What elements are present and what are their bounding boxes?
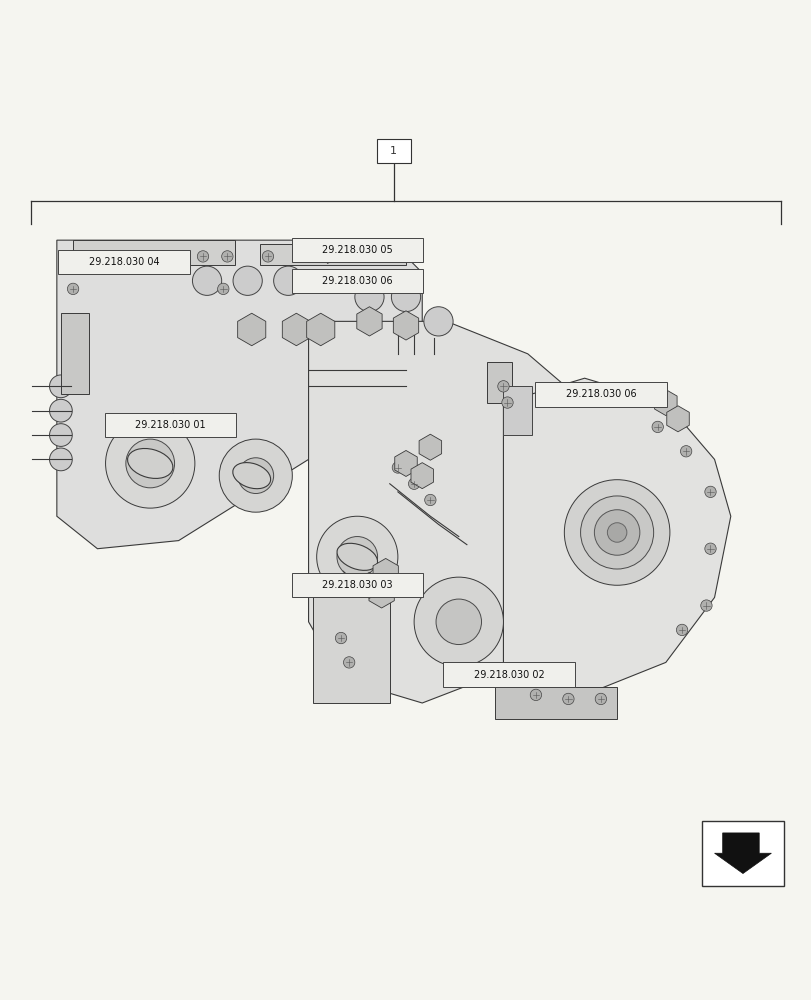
Polygon shape: [410, 463, 433, 489]
Polygon shape: [372, 558, 398, 588]
FancyBboxPatch shape: [291, 238, 423, 262]
Polygon shape: [418, 434, 441, 460]
Text: 29.218.030 06: 29.218.030 06: [565, 389, 635, 399]
FancyBboxPatch shape: [376, 139, 410, 163]
Circle shape: [343, 657, 354, 668]
FancyBboxPatch shape: [58, 250, 190, 274]
Circle shape: [607, 523, 626, 542]
Circle shape: [233, 266, 262, 295]
Circle shape: [105, 419, 195, 508]
Circle shape: [343, 251, 354, 262]
Circle shape: [197, 251, 208, 262]
Circle shape: [49, 448, 72, 471]
Circle shape: [49, 424, 72, 446]
Polygon shape: [57, 240, 422, 549]
Circle shape: [700, 600, 711, 611]
Ellipse shape: [127, 448, 173, 478]
Polygon shape: [358, 572, 380, 598]
Bar: [260, 244, 406, 265]
Text: 29.218.030 05: 29.218.030 05: [321, 245, 393, 255]
Circle shape: [501, 397, 513, 408]
Circle shape: [564, 480, 669, 585]
Circle shape: [273, 266, 303, 295]
Text: 29.218.030 06: 29.218.030 06: [322, 276, 392, 286]
Circle shape: [562, 693, 573, 705]
Text: 29.218.030 01: 29.218.030 01: [135, 420, 205, 430]
Circle shape: [116, 251, 127, 262]
Circle shape: [400, 251, 411, 262]
Circle shape: [238, 458, 273, 494]
Polygon shape: [714, 833, 770, 874]
Polygon shape: [654, 390, 676, 416]
Polygon shape: [503, 378, 730, 695]
Circle shape: [49, 399, 72, 422]
Polygon shape: [282, 313, 310, 346]
Circle shape: [423, 307, 453, 336]
FancyBboxPatch shape: [534, 382, 666, 407]
Polygon shape: [308, 321, 584, 703]
Text: 1: 1: [390, 146, 397, 156]
Ellipse shape: [337, 543, 377, 570]
FancyBboxPatch shape: [443, 662, 574, 687]
Ellipse shape: [233, 463, 270, 489]
Circle shape: [391, 282, 420, 312]
Circle shape: [367, 251, 379, 262]
Circle shape: [67, 283, 79, 295]
Circle shape: [392, 462, 403, 473]
Circle shape: [217, 283, 229, 295]
Circle shape: [354, 282, 384, 312]
Circle shape: [530, 689, 541, 701]
Circle shape: [414, 577, 503, 666]
Polygon shape: [238, 313, 265, 346]
Circle shape: [497, 381, 508, 392]
Circle shape: [337, 537, 377, 577]
Bar: [312, 597, 389, 703]
Bar: [73, 240, 235, 265]
Circle shape: [49, 375, 72, 398]
Circle shape: [303, 251, 314, 262]
Circle shape: [594, 510, 639, 555]
Circle shape: [680, 446, 691, 457]
Circle shape: [408, 478, 419, 489]
Circle shape: [335, 632, 346, 644]
Text: 29.218.030 02: 29.218.030 02: [473, 670, 544, 680]
Polygon shape: [393, 311, 418, 340]
Polygon shape: [666, 406, 689, 432]
Text: 29.218.030 03: 29.218.030 03: [322, 580, 392, 590]
Bar: [495, 687, 616, 719]
Circle shape: [126, 439, 174, 488]
Circle shape: [676, 624, 687, 636]
Polygon shape: [394, 450, 417, 476]
Circle shape: [219, 439, 292, 512]
Circle shape: [436, 599, 481, 645]
FancyBboxPatch shape: [291, 269, 423, 293]
Circle shape: [651, 421, 663, 433]
Polygon shape: [368, 579, 394, 608]
Circle shape: [704, 543, 715, 554]
Polygon shape: [356, 307, 382, 336]
Circle shape: [221, 251, 233, 262]
FancyBboxPatch shape: [105, 413, 236, 437]
Bar: [702, 821, 783, 886]
Circle shape: [594, 693, 606, 705]
Circle shape: [316, 516, 397, 597]
Circle shape: [580, 496, 653, 569]
Text: 29.218.030 04: 29.218.030 04: [89, 257, 159, 267]
Circle shape: [262, 251, 273, 262]
Bar: [503, 386, 531, 435]
Circle shape: [192, 266, 221, 295]
Circle shape: [140, 454, 160, 473]
Circle shape: [704, 486, 715, 498]
Circle shape: [424, 494, 436, 506]
Circle shape: [75, 251, 87, 262]
Bar: [487, 362, 511, 403]
Polygon shape: [307, 313, 334, 346]
Circle shape: [157, 251, 168, 262]
Bar: [61, 313, 89, 394]
FancyBboxPatch shape: [291, 573, 423, 597]
